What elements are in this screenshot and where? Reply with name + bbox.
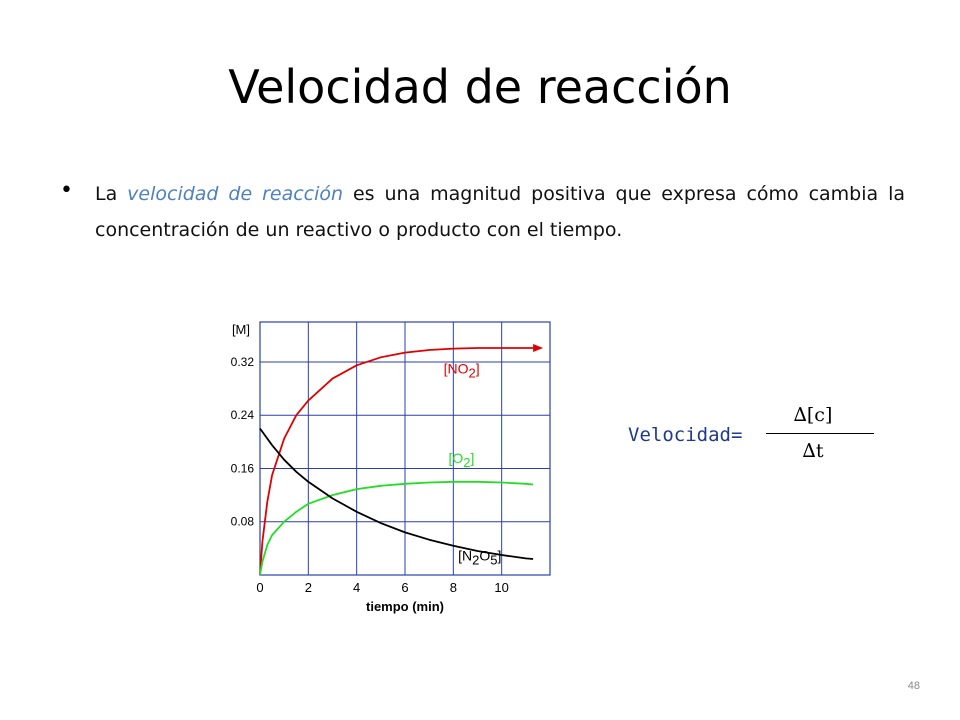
series-line-0	[259, 347, 534, 576]
x-axis-label: tiempo (min)	[366, 599, 444, 614]
paragraph-intro: La	[95, 183, 128, 205]
y-tick-label: 0.16	[231, 461, 255, 475]
series-label-text: ]	[471, 450, 475, 466]
series-label-subscript: 2	[469, 365, 476, 380]
bullet-marker: •	[60, 178, 73, 203]
x-tick-label: 0	[256, 580, 263, 595]
fraction-bar	[766, 433, 874, 434]
formula-denominator: ∆t	[802, 440, 824, 462]
y-tick-label: 0.08	[231, 515, 255, 529]
chart-series	[259, 343, 544, 576]
x-tick-label: 10	[494, 580, 508, 595]
series-label-text: [NO	[444, 360, 469, 376]
x-tick-label: 8	[450, 580, 457, 595]
definition-paragraph: La velocidad de reacción es una magnitud…	[95, 176, 905, 248]
y-axis-label: [M]	[232, 322, 250, 337]
series-label-text: [O	[449, 450, 464, 466]
series-label-text: O	[479, 547, 490, 563]
series-label-subscript: 2	[472, 552, 479, 567]
chart-grid	[259, 321, 551, 576]
series-label-text: ]	[498, 547, 502, 563]
series-line-1	[259, 480, 534, 576]
chart-labels: 0 2 4 6 8 10 0.08 0.16 0.24 0.32 [M] tiempo (min) [N…	[231, 322, 509, 614]
formula-numerator: ∆[c]	[793, 404, 833, 426]
x-tick-label: 4	[353, 580, 360, 595]
series-label-1: [O2]	[449, 450, 475, 470]
formula-label: Velocidad=	[628, 424, 743, 446]
series-label-0: [NO2]	[444, 360, 480, 380]
paragraph-rest: es una magnitud positiva que expresa cóm…	[95, 183, 905, 241]
series-label-text: [N	[458, 547, 472, 563]
y-tick-label: 0.24	[231, 408, 255, 422]
slide-title: Velocidad de reacción	[228, 60, 732, 114]
concentration-time-chart: 0 2 4 6 8 10 0.08 0.16 0.24 0.32 [M] tiempo (min) [N…	[231, 321, 551, 614]
series-label-2: [N2O5]	[458, 547, 501, 567]
series-label-subscript: 5	[490, 552, 497, 567]
page-number: 48	[907, 680, 920, 692]
x-tick-label: 6	[401, 580, 408, 595]
series-label-subscript: 2	[463, 455, 470, 470]
paragraph-emphasis: velocidad de reacción	[127, 183, 344, 205]
series-arrowhead	[533, 343, 544, 352]
series-line-2	[259, 427, 534, 560]
y-tick-label: 0.32	[231, 355, 255, 369]
x-tick-label: 2	[305, 580, 312, 595]
series-label-text: ]	[476, 360, 480, 376]
